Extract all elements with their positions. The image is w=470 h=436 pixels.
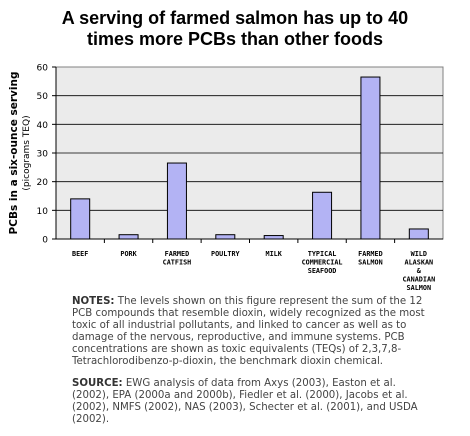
bar (70, 198, 91, 240)
notes-paragraph: NOTES: The levels shown on this figure r… (72, 296, 432, 368)
chart-title: A serving of farmed salmon has up to 40 … (0, 8, 470, 50)
bar (166, 162, 187, 240)
x-tick-label: SALMON (358, 259, 383, 267)
x-tick-label: POULTRY (211, 250, 241, 258)
bar (312, 191, 333, 240)
x-tick-label: PORK (120, 250, 137, 258)
notes-block: NOTES: The levels shown on this figure r… (72, 296, 432, 436)
bar (408, 228, 429, 240)
chart-title-line-2: times more PCBs than other foods (86, 29, 384, 49)
y-tick-label: 0 (42, 236, 48, 246)
x-tick-label: CATFISH (163, 259, 192, 267)
x-tick-label: FARMED (165, 250, 190, 258)
x-tick-label: ALASKAN (404, 259, 433, 267)
x-tick-label: BEEF (72, 250, 88, 258)
bar (360, 76, 381, 240)
x-tick-label: TYPICAL (308, 250, 337, 258)
x-tick-label: & (417, 267, 422, 275)
x-tick-label: COMMERCIAL (302, 259, 343, 267)
notes-label: NOTES: (72, 296, 115, 307)
x-tick-label: SALMON (407, 284, 432, 292)
y-tick-label: 60 (37, 64, 49, 74)
bar (215, 234, 236, 240)
y-axis-label: PCBs in a six-ounce serving (8, 72, 20, 235)
y-tick-label: 20 (37, 178, 49, 188)
y-axis-sublabel: (picograms TEQ) (22, 115, 32, 190)
x-tick-label: MILK (266, 250, 283, 258)
y-tick-label: 30 (37, 150, 49, 160)
source-text: EWG analysis of data from Axys (2003), E… (72, 378, 418, 425)
y-tick-label: 40 (37, 121, 49, 131)
bar (118, 234, 139, 240)
source-label: SOURCE: (72, 378, 123, 389)
bar (263, 235, 284, 240)
chart-title-line-1: A serving of farmed salmon has up to 40 (61, 8, 409, 28)
y-tick-label: 10 (37, 207, 49, 217)
y-tick-label: 50 (37, 92, 49, 102)
source-paragraph: SOURCE: EWG analysis of data from Axys (… (72, 378, 432, 426)
notes-text: The levels shown on this figure represen… (72, 296, 425, 367)
x-tick-label: SEAFOOD (308, 267, 337, 275)
x-tick-label: CANADIAN (402, 276, 435, 284)
x-tick-label: WILD (411, 250, 427, 258)
x-tick-label: FARMED (358, 250, 383, 258)
